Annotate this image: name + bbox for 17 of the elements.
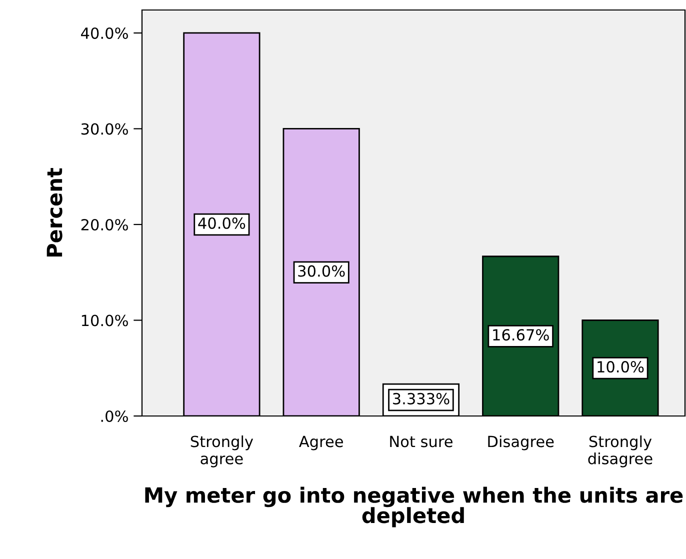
y-tick-label: 40.0% — [81, 27, 128, 40]
x-tick-label: Not sure — [390, 436, 452, 448]
data-label: 10.0% — [598, 361, 644, 373]
data-label: 3.333% — [393, 392, 450, 404]
y-tick-label: 20.0% — [81, 218, 128, 231]
data-label: 30.0% — [298, 265, 345, 277]
x-axis-title: My meter go into negative when the units are depleted — [145, 486, 683, 528]
y-axis-title: Percent — [46, 168, 62, 257]
data-label: 16.67% — [493, 329, 549, 341]
x-tick-label: Strongly disagree — [588, 435, 652, 468]
x-tick-label: Disagree — [488, 435, 554, 450]
x-tick-label: Agree — [299, 436, 343, 450]
y-tick-label: .0% — [101, 410, 128, 422]
x-tick-label: Strongly agree — [190, 435, 254, 468]
y-tick-label: 10.0% — [82, 314, 128, 326]
data-label: 40.0% — [198, 217, 246, 229]
y-tick-label: 30.0% — [81, 123, 128, 135]
